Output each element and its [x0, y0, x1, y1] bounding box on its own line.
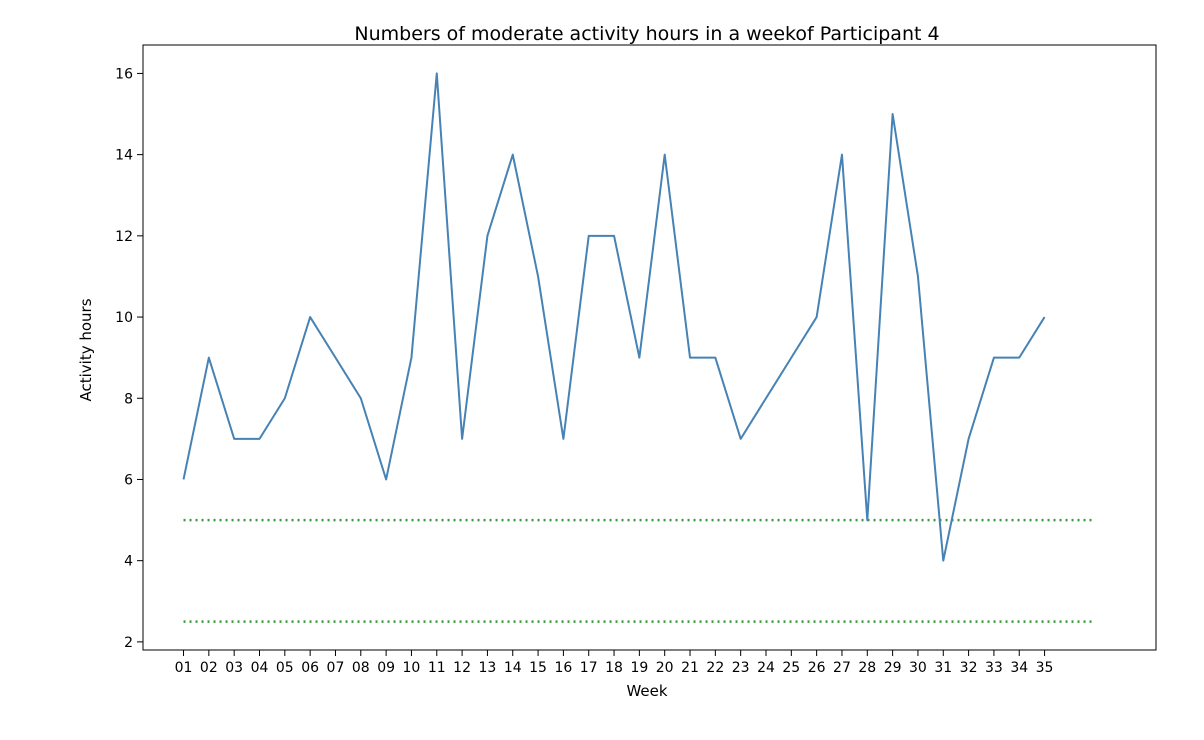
y-tick-label: 4 [124, 554, 133, 570]
x-tick-label: 17 [580, 660, 598, 676]
x-tick-label: 25 [782, 660, 800, 676]
x-tick-label: 35 [1036, 660, 1054, 676]
x-tick-label: 20 [656, 660, 674, 676]
x-tick-label: 23 [732, 660, 750, 676]
x-tick-label: 33 [985, 660, 1003, 676]
x-tick-label: 19 [630, 660, 648, 676]
x-axis: 01 02 03 04 05 06 07 08 09 10 11 12 13 14 15 16 17 18 19 20… [175, 650, 1054, 676]
chart-title: Numbers of moderate activity hours in a … [354, 23, 939, 45]
x-tick-label: 16 [554, 660, 572, 676]
x-tick-label: 13 [479, 660, 497, 676]
x-tick-label: 14 [504, 660, 522, 676]
x-tick-label: 08 [352, 660, 370, 676]
x-tick-label: 31 [934, 660, 952, 676]
x-tick-label: 26 [808, 660, 826, 676]
y-axis-label: Activity hours [77, 298, 95, 401]
x-tick-label: 32 [960, 660, 978, 676]
x-tick-label: 07 [327, 660, 345, 676]
x-tick-label: 10 [403, 660, 421, 676]
x-tick-label: 34 [1010, 660, 1028, 676]
y-tick-label: 16 [115, 66, 133, 82]
y-tick-label: 6 [124, 472, 133, 488]
y-tick-label: 14 [115, 148, 133, 164]
x-tick-label: 22 [706, 660, 724, 676]
x-tick-label: 06 [301, 660, 319, 676]
y-tick-label: 12 [115, 229, 133, 245]
x-tick-label: 01 [175, 660, 193, 676]
x-tick-label: 29 [884, 660, 902, 676]
x-tick-label: 03 [225, 660, 243, 676]
x-axis-label: Week [626, 682, 667, 700]
plot-frame [142, 44, 1157, 651]
x-tick-label: 24 [757, 660, 775, 676]
x-tick-label: 15 [529, 660, 547, 676]
x-tick-label: 21 [681, 660, 699, 676]
x-tick-label: 02 [200, 660, 218, 676]
x-tick-label: 28 [858, 660, 876, 676]
x-tick-label: 05 [276, 660, 294, 676]
x-tick-label: 09 [377, 660, 395, 676]
y-axis: 2 4 6 8 10 12 14 16 [115, 66, 143, 651]
x-tick-label: 27 [833, 660, 851, 676]
series-line-1 [182, 72, 1046, 562]
plot-area [182, 72, 1096, 623]
x-tick-label: 11 [428, 660, 446, 676]
y-tick-label: 2 [124, 635, 133, 651]
x-tick-label: 18 [605, 660, 623, 676]
x-tick-label: 04 [251, 660, 269, 676]
x-tick-label: 12 [453, 660, 471, 676]
y-tick-label: 10 [115, 310, 133, 326]
y-tick-label: 8 [124, 391, 133, 407]
x-tick-label: 30 [909, 660, 927, 676]
